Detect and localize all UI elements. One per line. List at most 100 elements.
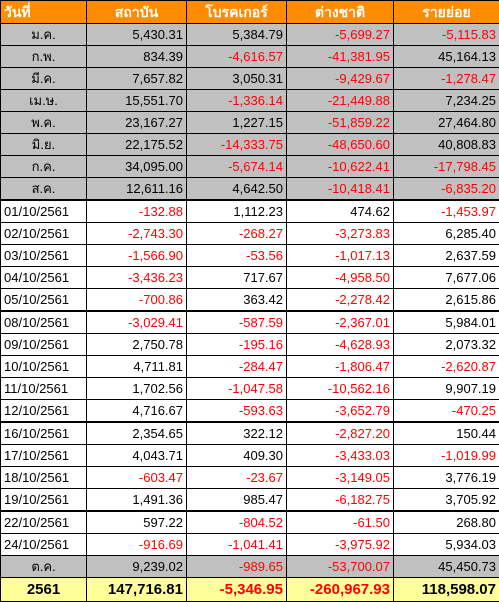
institution-cell: 12,611.16	[87, 178, 187, 201]
institution-cell: 834.39	[87, 46, 187, 68]
foreign-cell: -2,367.01	[287, 311, 394, 334]
date-cell: พ.ค.	[1, 112, 87, 134]
institution-cell: 4,711.81	[87, 356, 187, 378]
institution-cell: 22,175.52	[87, 134, 187, 156]
broker-cell: 717.67	[187, 267, 287, 289]
date-cell: มิ.ย.	[1, 134, 87, 156]
date-cell: 02/10/2561	[1, 223, 87, 245]
broker-cell: -587.59	[187, 311, 287, 334]
broker-cell: 5,384.79	[187, 24, 287, 46]
retail-cell: 2,073.32	[394, 334, 499, 356]
date-cell: 10/10/2561	[1, 356, 87, 378]
foreign-cell: -5,699.27	[287, 24, 394, 46]
retail-cell: 27,464.80	[394, 112, 499, 134]
institution-cell: -603.47	[87, 467, 187, 489]
retail-cell: 45,450.73	[394, 556, 499, 578]
broker-cell: -284.47	[187, 356, 287, 378]
date-cell: 16/10/2561	[1, 422, 87, 445]
retail-cell: 118,598.07	[394, 578, 499, 602]
foreign-cell: -9,429.67	[287, 68, 394, 90]
month-row: ก.ค.34,095.00-5,674.14-10,622.41-17,798.…	[1, 156, 499, 178]
broker-cell: -195.16	[187, 334, 287, 356]
institution-cell: 1,491.36	[87, 489, 187, 512]
header-foreign: ต่างชาติ	[287, 1, 394, 24]
foreign-cell: -10,418.41	[287, 178, 394, 201]
broker-cell: 1,112.23	[187, 200, 287, 223]
retail-cell: 7,677.06	[394, 267, 499, 289]
retail-cell: -2,620.87	[394, 356, 499, 378]
date-cell: 24/10/2561	[1, 534, 87, 556]
foreign-cell: -2,827.20	[287, 422, 394, 445]
retail-cell: 45,164.13	[394, 46, 499, 68]
institution-cell: -2,743.30	[87, 223, 187, 245]
retail-cell: 2,615.86	[394, 289, 499, 312]
broker-cell: -268.27	[187, 223, 287, 245]
retail-cell: -470.25	[394, 400, 499, 423]
retail-cell: 150.44	[394, 422, 499, 445]
foreign-cell: -260,967.93	[287, 578, 394, 602]
broker-cell: 4,642.50	[187, 178, 287, 201]
retail-cell: -5,115.83	[394, 24, 499, 46]
retail-cell: 6,285.40	[394, 223, 499, 245]
broker-cell: -53.56	[187, 245, 287, 267]
retail-cell: 268.80	[394, 511, 499, 534]
retail-cell: -1,278.47	[394, 68, 499, 90]
retail-cell: 5,934.03	[394, 534, 499, 556]
broker-cell: -5,346.95	[187, 578, 287, 602]
foreign-cell: 474.62	[287, 200, 394, 223]
broker-cell: -593.63	[187, 400, 287, 423]
foreign-cell: -1,017.13	[287, 245, 394, 267]
date-cell: 19/10/2561	[1, 489, 87, 512]
date-cell: ต.ค.	[1, 556, 87, 578]
date-cell: 08/10/2561	[1, 311, 87, 334]
retail-cell: 9,907.19	[394, 378, 499, 400]
date-cell: เม.ษ.	[1, 90, 87, 112]
retail-cell: 2,637.59	[394, 245, 499, 267]
institution-cell: -3,029.41	[87, 311, 187, 334]
retail-cell: -1,453.97	[394, 200, 499, 223]
date-cell: 03/10/2561	[1, 245, 87, 267]
foreign-cell: -51,859.22	[287, 112, 394, 134]
date-cell: ม.ค.	[1, 24, 87, 46]
institution-cell: 2,750.78	[87, 334, 187, 356]
date-cell: 22/10/2561	[1, 511, 87, 534]
institution-cell: 15,551.70	[87, 90, 187, 112]
broker-cell: -5,674.14	[187, 156, 287, 178]
broker-cell: 3,050.31	[187, 68, 287, 90]
broker-cell: 363.42	[187, 289, 287, 312]
retail-cell: 5,984.01	[394, 311, 499, 334]
date-cell: ส.ค.	[1, 178, 87, 201]
institution-cell: -916.69	[87, 534, 187, 556]
header-date: วันที่	[1, 1, 87, 24]
institution-cell: 23,167.27	[87, 112, 187, 134]
foreign-cell: -4,958.50	[287, 267, 394, 289]
institution-cell: 4,043.71	[87, 445, 187, 467]
date-cell: 2561	[1, 578, 87, 602]
foreign-cell: -48,650.60	[287, 134, 394, 156]
date-cell: 09/10/2561	[1, 334, 87, 356]
foreign-cell: -1,806.47	[287, 356, 394, 378]
institution-cell: 7,657.82	[87, 68, 187, 90]
broker-cell: 985.47	[187, 489, 287, 512]
foreign-cell: -3,273.83	[287, 223, 394, 245]
institution-cell: -700.86	[87, 289, 187, 312]
foreign-cell: -53,700.07	[287, 556, 394, 578]
date-cell: ก.ค.	[1, 156, 87, 178]
date-cell: 04/10/2561	[1, 267, 87, 289]
institution-cell: 9,239.02	[87, 556, 187, 578]
broker-cell: 1,227.15	[187, 112, 287, 134]
broker-cell: -4,616.57	[187, 46, 287, 68]
